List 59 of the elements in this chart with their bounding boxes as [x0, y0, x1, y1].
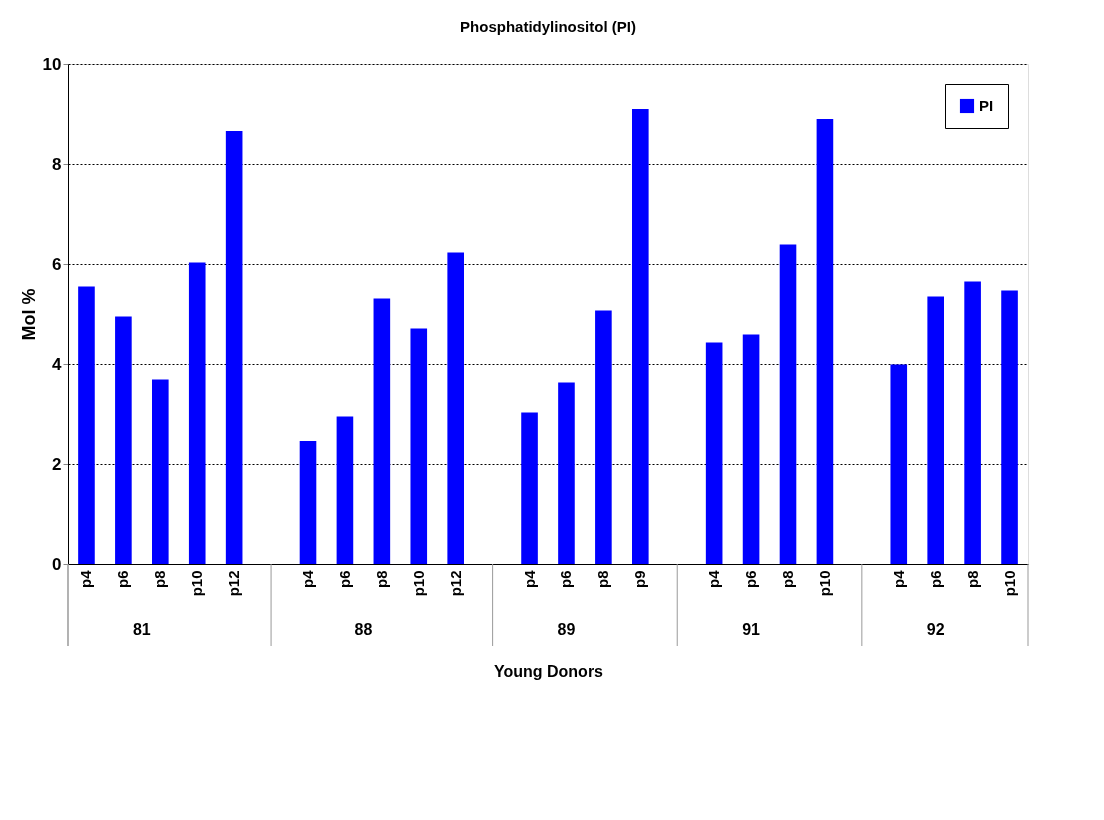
- bar: [410, 328, 428, 564]
- x-tick-label: p4: [520, 569, 538, 589]
- bar: [595, 310, 612, 564]
- x-tick-label: p10: [409, 570, 427, 597]
- bar: [742, 334, 760, 564]
- x-tick-label: p10: [188, 570, 206, 597]
- x-tick-label: p6: [926, 570, 944, 589]
- bar: [447, 252, 464, 564]
- x-tick-label: p6: [335, 570, 353, 589]
- text: 88: [354, 621, 373, 638]
- x-tick-label: p8: [963, 570, 981, 589]
- bar: [78, 286, 95, 564]
- text: 89: [557, 621, 576, 638]
- x-tick-label: p4: [889, 569, 907, 589]
- y-tick-label: 0: [52, 554, 62, 574]
- y-tick-label: 4: [52, 354, 63, 374]
- x-tick-label: p6: [557, 570, 575, 589]
- legend-label: PI: [979, 97, 994, 114]
- x-tick-label: p6: [742, 570, 760, 589]
- bar: [373, 298, 391, 564]
- text: 91: [742, 621, 761, 638]
- x-tick-label: p10: [1000, 570, 1018, 597]
- text: 81: [132, 621, 151, 638]
- x-tick-label: p8: [151, 570, 169, 589]
- x-tick-label: p12: [225, 570, 243, 597]
- bar: [632, 109, 649, 564]
- bar: [299, 441, 317, 564]
- bar: [152, 379, 169, 564]
- x-axis-title: Young Donors: [493, 663, 604, 681]
- x-tick-label: p10: [815, 570, 833, 597]
- bar: [558, 382, 575, 564]
- y-tick-label: 6: [52, 254, 62, 274]
- bar: [336, 416, 354, 564]
- x-tick-label: p9: [631, 570, 649, 589]
- y-tick-label: 2: [52, 454, 62, 474]
- y-axis-title: Mol %: [18, 288, 39, 341]
- chart-title: Phosphatidylinositol (PI): [460, 18, 636, 35]
- x-tick-label: p4: [705, 569, 723, 589]
- x-tick-label: p12: [446, 570, 464, 597]
- x-tick-label: p8: [372, 570, 390, 589]
- bar: [964, 281, 981, 564]
- y-tick-label: 10: [42, 54, 62, 74]
- bar: [705, 342, 723, 564]
- bar: [188, 262, 206, 564]
- y-tick-label: 8: [52, 154, 62, 174]
- bar: [115, 316, 132, 564]
- bar: [1001, 290, 1018, 564]
- x-tick-label: p8: [779, 570, 796, 589]
- bar: [816, 119, 834, 564]
- x-tick-label: p4: [299, 569, 316, 589]
- bar: [890, 364, 908, 564]
- bar: [225, 131, 243, 564]
- bar: [927, 296, 944, 564]
- x-tick-label: p4: [77, 569, 95, 589]
- bar: [521, 412, 538, 564]
- x-tick-label: p8: [594, 570, 612, 589]
- x-tick-label: p6: [114, 570, 132, 589]
- bar: [779, 244, 797, 564]
- text: 92: [926, 621, 945, 638]
